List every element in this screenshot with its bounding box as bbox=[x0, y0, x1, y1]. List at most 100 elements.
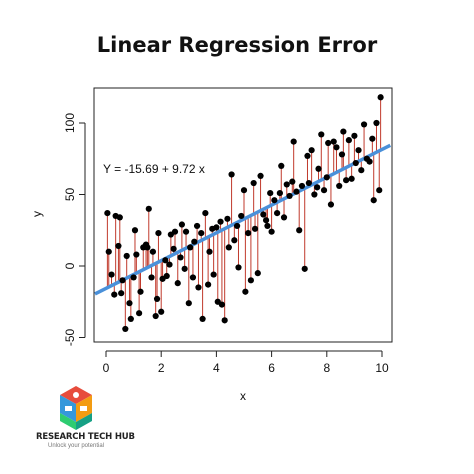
data-point bbox=[345, 137, 352, 144]
data-point bbox=[280, 214, 288, 221]
data-point bbox=[145, 205, 152, 212]
data-point bbox=[250, 179, 257, 187]
data-point bbox=[286, 192, 293, 200]
data-point bbox=[170, 245, 177, 252]
data-point bbox=[314, 184, 321, 191]
data-point bbox=[123, 252, 130, 260]
data-point bbox=[137, 288, 144, 295]
chart-title: Linear Regression Error bbox=[96, 33, 378, 57]
x-tick-label: 6 bbox=[268, 361, 275, 375]
data-point bbox=[210, 271, 217, 278]
data-point bbox=[166, 261, 173, 268]
data-point bbox=[225, 244, 232, 251]
data-point bbox=[370, 197, 377, 204]
data-point bbox=[315, 165, 322, 172]
data-point bbox=[144, 244, 151, 251]
data-point bbox=[195, 284, 202, 291]
data-point bbox=[122, 325, 129, 333]
x-axis: 0 2 4 6 8 10 bbox=[103, 350, 389, 375]
regression-equation: Y = -15.69 + 9.72 x bbox=[103, 162, 205, 176]
data-point bbox=[301, 265, 308, 272]
data-point bbox=[311, 191, 318, 198]
data-point bbox=[177, 254, 184, 261]
data-point bbox=[376, 187, 383, 194]
y-tick-label: 0 bbox=[63, 262, 77, 269]
data-point bbox=[336, 182, 343, 190]
data-point bbox=[126, 300, 133, 307]
data-point bbox=[242, 288, 249, 295]
data-point bbox=[358, 167, 365, 174]
data-point bbox=[213, 224, 220, 231]
x-tick-label: 10 bbox=[375, 361, 389, 375]
x-tick-label: 0 bbox=[103, 361, 110, 375]
data-point bbox=[298, 182, 306, 190]
data-point bbox=[257, 172, 264, 180]
data-point bbox=[163, 272, 170, 280]
logo-name: RESEARCH TECH HUB bbox=[36, 432, 135, 442]
x-tick-label: 8 bbox=[323, 361, 330, 375]
data-point bbox=[224, 215, 231, 222]
data-point bbox=[360, 121, 368, 128]
data-point bbox=[340, 128, 347, 135]
data-point bbox=[293, 188, 300, 195]
data-point bbox=[343, 177, 350, 184]
data-point bbox=[320, 187, 328, 194]
data-point bbox=[268, 228, 275, 235]
data-point bbox=[352, 159, 359, 167]
data-point bbox=[262, 217, 270, 224]
y-axis-label: y bbox=[30, 211, 44, 217]
data-point bbox=[131, 227, 139, 234]
data-point bbox=[296, 227, 303, 234]
data-point bbox=[136, 310, 143, 317]
data-point bbox=[251, 225, 259, 232]
data-point bbox=[274, 209, 281, 217]
x-axis-label: x bbox=[240, 389, 246, 403]
data-point bbox=[105, 248, 112, 255]
y-tick-label: 100 bbox=[63, 113, 77, 133]
x-tick-label: 4 bbox=[213, 361, 220, 375]
data-point bbox=[234, 222, 241, 230]
logo-tagline: Unlock your potential bbox=[47, 443, 105, 449]
data-point bbox=[338, 151, 346, 158]
data-point bbox=[108, 271, 115, 278]
data-point bbox=[185, 300, 192, 307]
data-point bbox=[111, 291, 118, 298]
data-point bbox=[278, 162, 285, 169]
data-point bbox=[235, 264, 242, 271]
data-point bbox=[276, 189, 283, 197]
plot-frame bbox=[93, 87, 393, 343]
data-point bbox=[193, 222, 201, 230]
data-point bbox=[202, 209, 209, 217]
data-point bbox=[148, 274, 155, 281]
data-points bbox=[104, 94, 384, 333]
data-point bbox=[348, 175, 355, 182]
data-point bbox=[119, 277, 126, 284]
data-point bbox=[267, 189, 274, 197]
data-point bbox=[133, 251, 140, 258]
data-point bbox=[333, 144, 340, 151]
data-point bbox=[149, 248, 157, 255]
data-point bbox=[118, 290, 125, 297]
data-point bbox=[152, 312, 159, 320]
data-point bbox=[171, 228, 179, 235]
data-point bbox=[127, 315, 134, 323]
data-point bbox=[198, 230, 205, 237]
data-point bbox=[206, 248, 213, 255]
data-point bbox=[158, 308, 165, 315]
data-point bbox=[290, 138, 297, 145]
data-point bbox=[155, 230, 162, 237]
data-point bbox=[231, 237, 238, 244]
y-tick-label: -50 bbox=[63, 329, 77, 347]
data-point bbox=[115, 242, 122, 250]
data-point bbox=[254, 270, 261, 277]
data-point bbox=[351, 132, 358, 139]
data-point bbox=[289, 178, 296, 185]
hexagon-logo-icon bbox=[60, 386, 92, 430]
data-point bbox=[318, 131, 325, 138]
data-point bbox=[189, 274, 197, 281]
data-point bbox=[366, 158, 373, 165]
data-point bbox=[305, 179, 312, 187]
regression-line bbox=[94, 143, 392, 296]
data-point bbox=[355, 147, 362, 154]
data-point bbox=[377, 94, 384, 101]
